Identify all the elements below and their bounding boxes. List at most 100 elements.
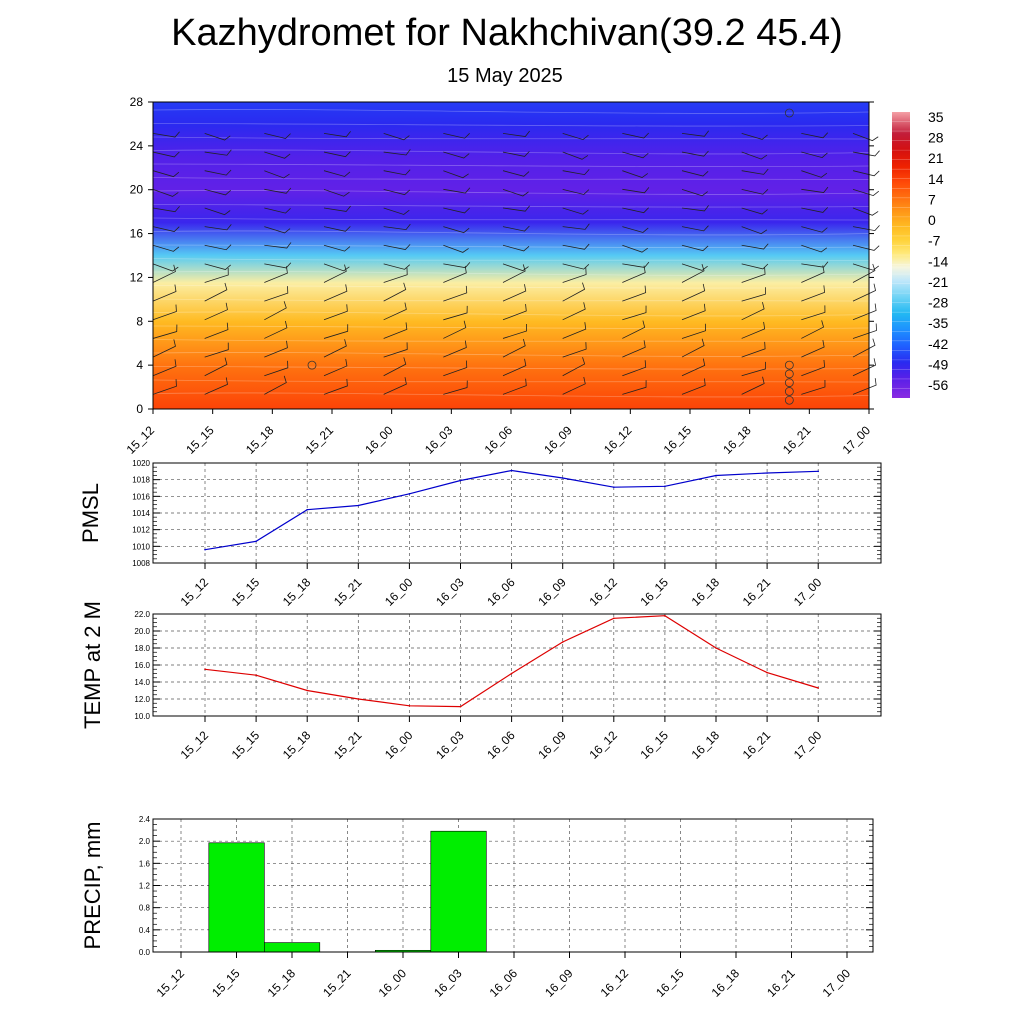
wind-barb xyxy=(502,358,527,377)
calm-circle xyxy=(784,387,794,396)
wind-barb xyxy=(443,340,467,358)
wind-barb xyxy=(443,207,470,214)
wind-barb xyxy=(323,244,351,252)
wind-barb xyxy=(741,341,766,358)
wind-barb xyxy=(443,151,470,159)
contour-line xyxy=(152,325,870,329)
x-tick-label: 16_00 xyxy=(382,575,416,609)
wind-barb xyxy=(152,131,180,138)
wind-barb xyxy=(741,361,767,377)
wind-barb xyxy=(383,169,411,176)
y-tick-label: 2.4 xyxy=(139,815,151,824)
contour-line xyxy=(152,204,870,208)
wind-barb xyxy=(741,226,768,235)
wind-barb xyxy=(562,357,586,377)
data-point xyxy=(613,617,615,620)
wind-barb xyxy=(383,188,411,196)
contour-line xyxy=(152,311,870,317)
y-tick-label: 2.0 xyxy=(139,837,151,846)
wind-barb xyxy=(801,132,829,139)
y-axis-label: PMSL xyxy=(78,483,103,543)
calm-circle xyxy=(784,360,794,370)
x-tick-label: 15_21 xyxy=(331,728,365,762)
wind-barb xyxy=(852,263,876,283)
wind-barb xyxy=(852,378,877,395)
wind-barb xyxy=(681,378,706,395)
contour-line xyxy=(152,285,870,289)
wind-barb xyxy=(383,267,408,283)
wind-barb xyxy=(741,321,766,339)
x-tick-label: 16_18 xyxy=(689,575,723,609)
data-point xyxy=(408,705,411,707)
x-tick-label: 16_00 xyxy=(382,728,416,762)
x-tick-label: 16_09 xyxy=(535,575,569,609)
y-tick-label: 0.4 xyxy=(139,926,151,935)
y-tick-label: 1.2 xyxy=(139,882,151,891)
x-tick-label: 15_15 xyxy=(209,966,243,1000)
wind-barb xyxy=(622,285,647,302)
wind-barb xyxy=(622,170,649,178)
contour-line xyxy=(152,177,870,180)
wind-barb xyxy=(622,380,647,395)
wind-barb xyxy=(681,283,706,302)
x-tick-label: 16_06 xyxy=(484,728,518,762)
wind-barb xyxy=(622,360,647,377)
cross-section-plot: 0 4 8 12 16 20 24 28 15_12 15_15 15_18 15_21 16_00 16… xyxy=(124,95,880,457)
wind-barb xyxy=(801,265,825,283)
wind-barb xyxy=(383,149,411,156)
y-tick-label: 0.0 xyxy=(139,948,151,957)
colorbar-label: 28 xyxy=(928,130,944,146)
wind-barb xyxy=(681,244,709,252)
wind-barb xyxy=(264,375,287,395)
wind-barb xyxy=(264,301,287,321)
x-tick-label: 15_21 xyxy=(303,423,337,457)
x-tick-label: 15_21 xyxy=(331,575,365,609)
wind-barb xyxy=(801,170,828,178)
colorbar-label: 35 xyxy=(928,109,944,125)
x-tick-label: 16_00 xyxy=(376,966,410,1000)
y-tick-label: 12 xyxy=(130,270,144,284)
y-tick-label: 14.0 xyxy=(134,678,150,687)
wind-barb xyxy=(852,263,879,271)
wind-barb xyxy=(622,151,649,159)
x-tick-label: 16_15 xyxy=(653,966,687,1000)
wind-barb xyxy=(204,322,229,339)
wind-barb xyxy=(622,187,650,194)
x-tick-label: 16_06 xyxy=(484,575,518,609)
x-tick-label: 15_12 xyxy=(154,966,188,1000)
y-tick-label: 18.0 xyxy=(134,644,150,653)
wind-barb xyxy=(323,284,348,302)
wind-barb xyxy=(383,357,407,377)
wind-barb xyxy=(323,264,347,283)
y-tick-label: 1010 xyxy=(132,542,150,551)
wind-barb xyxy=(383,377,407,395)
wind-barb xyxy=(204,207,231,216)
plot-frame xyxy=(152,462,882,564)
contour-line xyxy=(152,271,870,276)
wind-barb xyxy=(681,170,709,177)
wind-barb xyxy=(264,262,292,269)
wind-barb xyxy=(562,302,586,321)
contour-line xyxy=(152,379,870,383)
wind-barb xyxy=(562,223,590,230)
wind-barb xyxy=(323,188,350,197)
data-point xyxy=(255,674,257,676)
calm-circle xyxy=(784,378,794,388)
x-tick-label: 16_03 xyxy=(433,728,467,762)
wind-barb xyxy=(562,263,590,270)
y-tick-label: 4 xyxy=(136,358,143,372)
contour-line xyxy=(152,339,870,342)
wind-barb xyxy=(502,225,530,232)
wind-barb xyxy=(801,151,828,159)
x-tick-label: 16_09 xyxy=(542,966,576,1000)
wind-barb xyxy=(622,207,649,214)
wind-barb xyxy=(741,243,769,250)
data-point xyxy=(510,469,513,472)
wind-barb xyxy=(383,322,408,339)
wind-barb xyxy=(622,132,649,139)
colorbar-label: -49 xyxy=(928,356,948,372)
wind-barb xyxy=(383,342,408,358)
wind-barb xyxy=(681,263,708,271)
data-point xyxy=(204,548,206,551)
wind-barb xyxy=(383,207,410,215)
